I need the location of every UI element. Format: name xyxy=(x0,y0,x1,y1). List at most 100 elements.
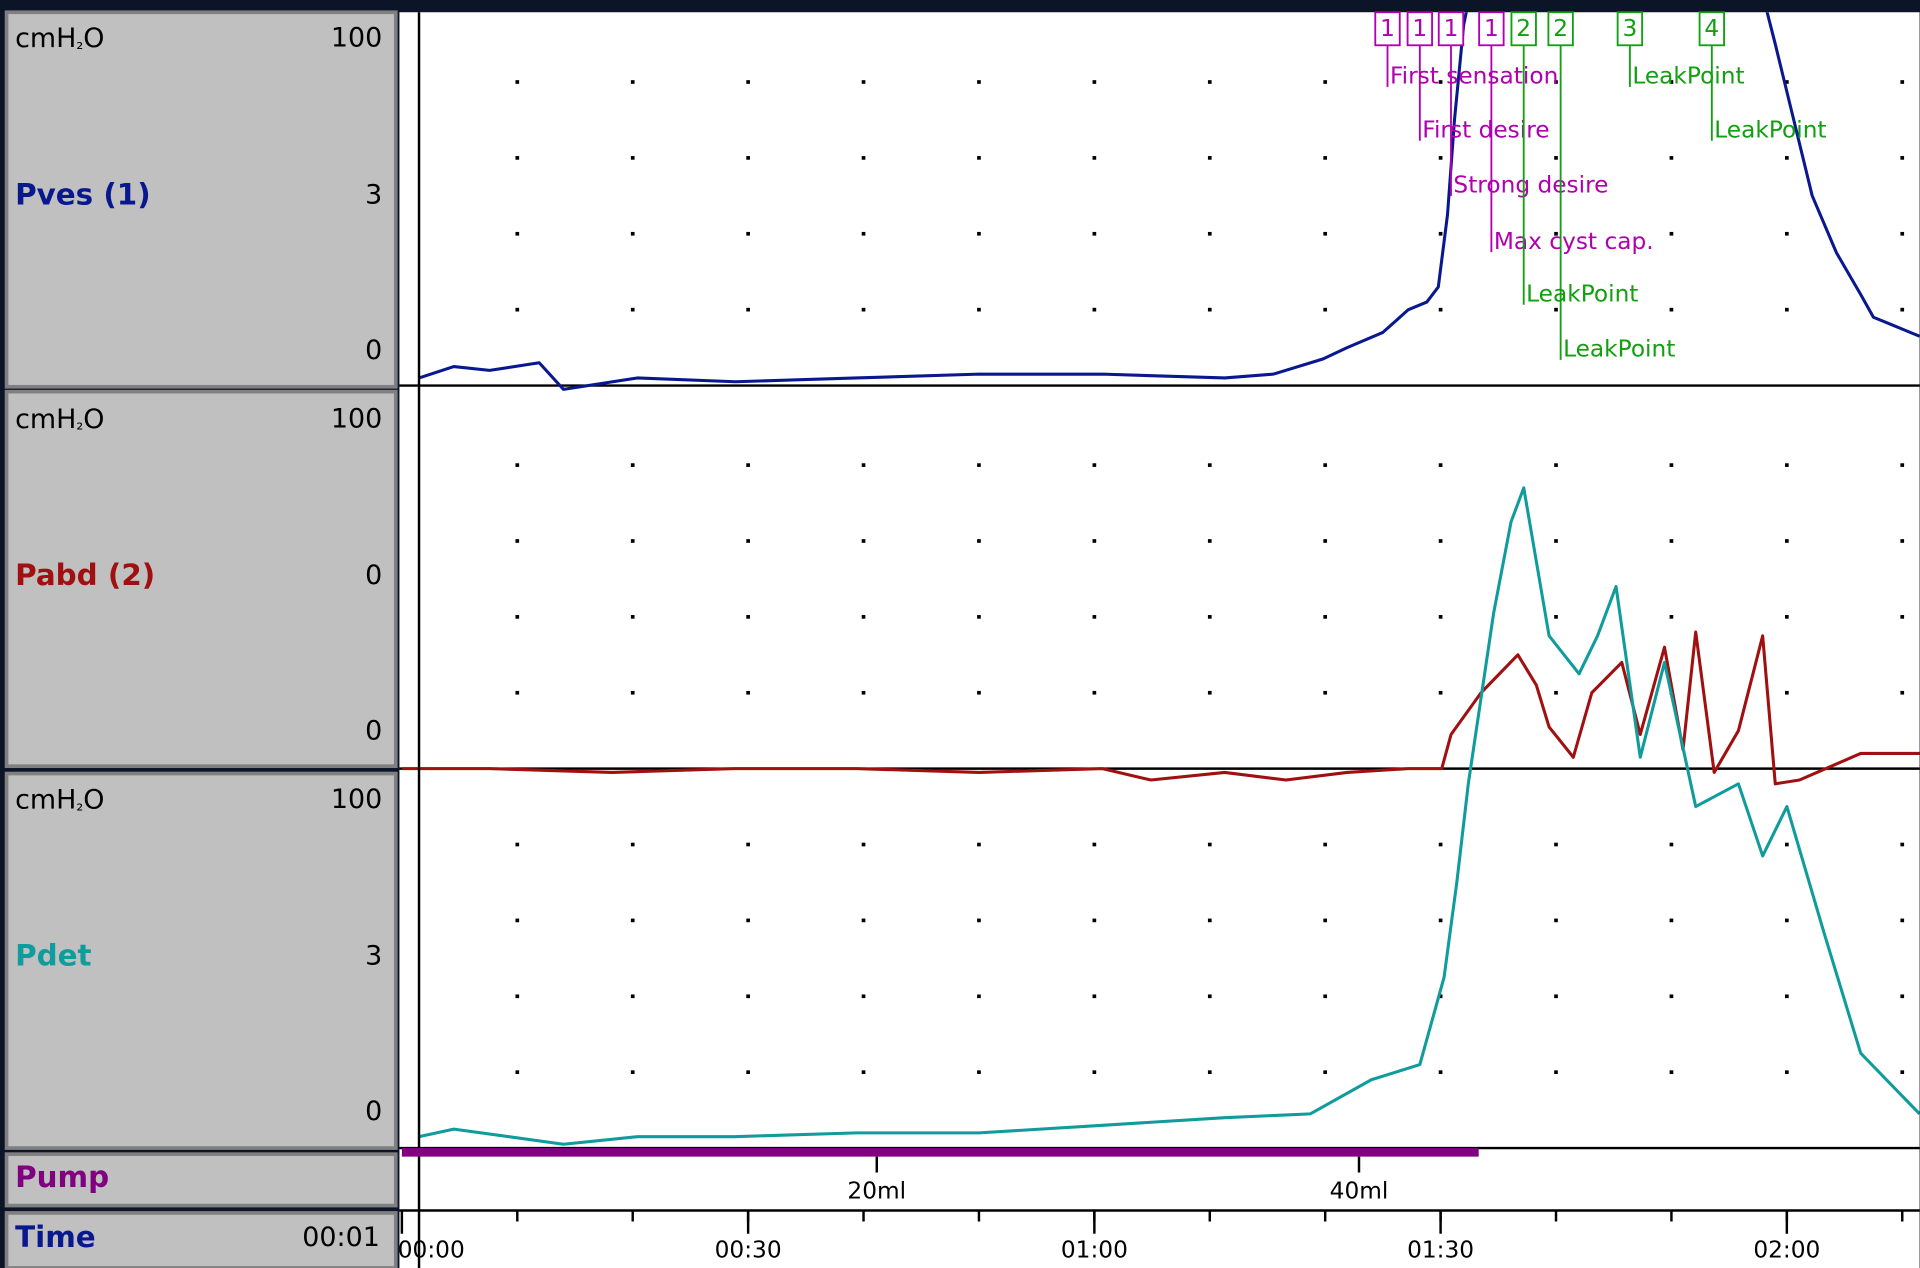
event-marker: 2 xyxy=(1516,15,1531,42)
trace xyxy=(418,12,1920,391)
grid-dot xyxy=(1092,156,1097,160)
panel-box[interactable] xyxy=(4,771,398,1150)
time-label: Time xyxy=(15,1220,96,1254)
time-current: 00:01 xyxy=(302,1222,380,1253)
grid-dot xyxy=(1669,539,1674,543)
grid-dot xyxy=(977,307,981,312)
grid-dot xyxy=(861,463,866,467)
event-label: First desire xyxy=(1422,116,1549,143)
grid-dot xyxy=(1785,307,1789,312)
grid-dot xyxy=(1438,156,1443,160)
grid-dot xyxy=(1554,80,1558,84)
grid-dot xyxy=(861,615,866,619)
grid-dot xyxy=(630,231,635,236)
grid-dot xyxy=(515,156,520,160)
grid-dot xyxy=(1785,156,1789,160)
grid-dot xyxy=(515,231,520,236)
grid-dot xyxy=(1900,231,1905,236)
grid-dot xyxy=(515,539,520,543)
grid-dot xyxy=(1900,539,1905,543)
grid-dot xyxy=(1438,1070,1443,1075)
grid-dot xyxy=(1554,615,1558,619)
grid-dot xyxy=(1207,539,1212,543)
event-marker-box[interactable] xyxy=(1374,11,1401,47)
event-marker: 1 xyxy=(1380,15,1395,42)
pump-bar xyxy=(401,1148,1479,1157)
scale-min: 0 xyxy=(365,715,382,746)
event-label: LeakPoint xyxy=(1563,336,1675,363)
grid-dot xyxy=(861,80,866,84)
unit-label: cmH₂O xyxy=(15,403,104,434)
grid-dot xyxy=(977,918,981,923)
grid-dot xyxy=(1323,615,1328,619)
grid-dot xyxy=(746,156,750,160)
grid-dot xyxy=(1554,539,1558,543)
channel-name: Pdet xyxy=(15,939,91,973)
grid-dot xyxy=(1323,463,1328,467)
time-tick-label: 02:00 xyxy=(1753,1236,1820,1263)
grid-dot xyxy=(1207,918,1212,923)
grid-dot xyxy=(746,539,750,543)
panel-box[interactable] xyxy=(4,389,398,769)
panel-box[interactable] xyxy=(4,1211,398,1268)
panel-box[interactable] xyxy=(4,10,398,389)
grid-dot xyxy=(977,994,981,999)
grid-dot xyxy=(861,994,866,999)
grid-dot xyxy=(1092,690,1097,695)
unit-label: cmH₂O xyxy=(15,23,104,54)
grid-dot xyxy=(1900,690,1905,695)
grid-dot xyxy=(515,1070,520,1075)
grid-dot xyxy=(1323,842,1328,847)
grid-dot xyxy=(861,690,866,695)
grid-dot xyxy=(1092,231,1097,236)
grid-dot xyxy=(630,539,635,543)
panel-box[interactable] xyxy=(4,1152,398,1208)
grid-dot xyxy=(1323,156,1328,160)
event-marker-box[interactable] xyxy=(1698,11,1725,47)
grid-dot xyxy=(746,1070,750,1075)
event-marker-box[interactable] xyxy=(1437,11,1465,47)
event-marker: 3 xyxy=(1622,15,1637,42)
event-marker: 4 xyxy=(1704,15,1719,42)
grid-dot xyxy=(977,463,981,467)
grid-dot xyxy=(1092,463,1097,467)
time-tick-label: 01:00 xyxy=(1061,1236,1128,1263)
event-marker: 1 xyxy=(1412,15,1427,42)
grid-dot xyxy=(1900,80,1905,84)
grid-dot xyxy=(1323,307,1328,312)
grid-dot xyxy=(515,842,520,847)
grid-dot xyxy=(1669,994,1674,999)
grid-dot xyxy=(1785,80,1789,84)
grid-dot xyxy=(1323,690,1328,695)
event-marker-box[interactable] xyxy=(1510,11,1537,47)
grid-dot xyxy=(1785,842,1789,847)
grid-dot xyxy=(1669,156,1674,160)
grid-dot xyxy=(1438,231,1443,236)
channel-name: Pabd (2) xyxy=(15,558,155,592)
grid-dot xyxy=(1207,994,1212,999)
trace xyxy=(401,630,1920,786)
grid-dot xyxy=(515,918,520,923)
grid-dot xyxy=(1438,918,1443,923)
grid-dot xyxy=(1438,690,1443,695)
grid-dot xyxy=(1092,80,1097,84)
grid-dot xyxy=(1438,463,1443,467)
grid-dot xyxy=(1669,1070,1674,1075)
grid-dot xyxy=(1323,918,1328,923)
grid-dot xyxy=(1438,842,1443,847)
event-marker: 1 xyxy=(1484,15,1499,42)
grid-dot xyxy=(1323,80,1328,84)
grid-dot xyxy=(630,156,635,160)
event-marker-box[interactable] xyxy=(1406,11,1433,47)
grid-dot xyxy=(1092,539,1097,543)
grid-dot xyxy=(1900,918,1905,923)
grid-dot xyxy=(861,231,866,236)
grid-dot xyxy=(1785,690,1789,695)
time-tick-label: 00:30 xyxy=(715,1236,782,1263)
grid-dot xyxy=(746,615,750,619)
grid-dot xyxy=(1207,1070,1212,1075)
grid-dot xyxy=(977,690,981,695)
grid-dot xyxy=(630,80,635,84)
grid-dot xyxy=(861,307,866,312)
